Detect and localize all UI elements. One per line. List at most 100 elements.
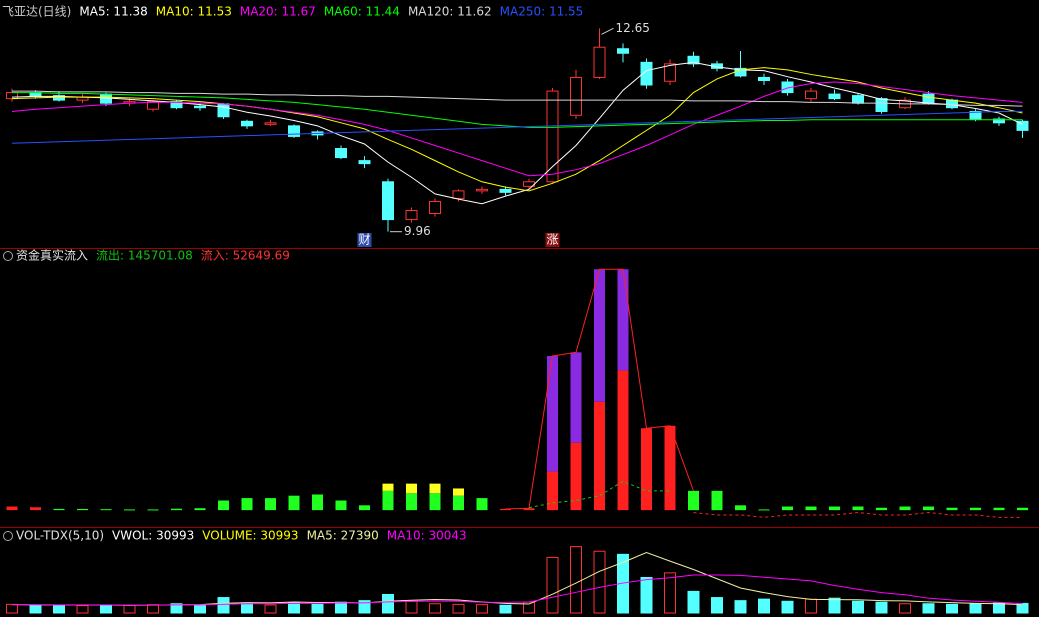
candle-body (687, 55, 700, 65)
volume-bar (875, 601, 888, 614)
legend-text: 流出: 145701.08 (96, 249, 193, 263)
flow-bar (782, 506, 793, 511)
volume-bar (147, 604, 159, 614)
legend-text: VWOL: 30993 (112, 529, 194, 543)
panel-icon (3, 531, 13, 541)
legend-text: VOL-TDX(5,10) (16, 529, 104, 543)
volume-bar (922, 603, 935, 614)
flow-bar (6, 506, 18, 511)
volume-bar (123, 604, 136, 614)
flow-bar (852, 506, 864, 511)
candle-body (452, 190, 465, 199)
candle-body (828, 93, 841, 100)
flow-bar (617, 269, 629, 371)
flow-bar (453, 488, 464, 496)
volume-bar (899, 603, 911, 614)
flow-bar (100, 509, 112, 511)
candle-body (852, 95, 864, 104)
candle-body (194, 105, 206, 109)
panel-icon (3, 251, 13, 261)
flow-bar (406, 493, 417, 511)
volume-ma-line (11, 574, 1023, 606)
candle-body (499, 188, 512, 193)
flow-bar (876, 507, 887, 511)
flow-bar (194, 508, 206, 511)
volume-bar (499, 604, 512, 614)
flow-bar (993, 507, 1005, 511)
flow-bar (570, 442, 582, 511)
flow-bar (594, 269, 605, 402)
volume-bar (476, 604, 488, 614)
volume-bar (452, 603, 465, 614)
flow-bar (312, 494, 323, 511)
flow-bar (147, 509, 159, 511)
volume-bar (570, 546, 582, 614)
flow-bar (1017, 507, 1028, 511)
volume-bar (358, 600, 371, 614)
candle-body (100, 93, 112, 104)
candle-body (170, 101, 183, 109)
volume-bar (53, 604, 65, 614)
flow-line (505, 268, 694, 510)
volume-bar (664, 572, 676, 614)
candle-body (53, 95, 65, 101)
flow-bar (547, 471, 558, 511)
candle-body (288, 125, 300, 137)
volume-bar (805, 598, 817, 614)
legend-text: MA5: 27390 (307, 529, 379, 543)
flow-bar (241, 498, 253, 511)
volume-bar (100, 604, 112, 614)
legend-text: MA10: 11.53 (156, 5, 232, 19)
volume-bar (311, 603, 324, 614)
legend-text: MA20: 11.67 (240, 5, 316, 19)
flow-bar (429, 493, 441, 511)
volume-bar (76, 605, 89, 614)
volume-bar (429, 603, 441, 614)
volume-bar (288, 602, 300, 614)
candle-body (335, 148, 347, 159)
flow-bar (335, 500, 347, 511)
candle-body (570, 76, 582, 116)
event-text: 涨 (546, 232, 558, 247)
flow-bar (946, 507, 958, 511)
flow-bar (970, 507, 981, 511)
volume-bar (711, 597, 723, 614)
volume-bar (29, 604, 42, 614)
annotation-line (601, 27, 614, 35)
legend-text: MA10: 30043 (387, 529, 467, 543)
flow-bar (570, 352, 582, 443)
legend-text: MA250: 11.55 (500, 5, 584, 19)
flow-line (693, 512, 1023, 518)
flow-bar (53, 508, 65, 511)
flow-bar (641, 428, 652, 511)
candle-body (758, 76, 770, 81)
volume-bar (781, 600, 794, 614)
annotation-text: 9.96 (404, 224, 431, 238)
flow-bar (476, 498, 488, 511)
ma-line (11, 81, 1023, 177)
flow-bar (265, 498, 276, 511)
flow-bar (124, 509, 135, 511)
volume-bar (593, 550, 606, 614)
flow-bar (218, 500, 229, 511)
volume-bar (993, 602, 1005, 614)
legend-text: MA5: 11.38 (79, 5, 147, 19)
flow-bar (500, 508, 511, 511)
flow-bar (594, 401, 605, 511)
candle-body (922, 93, 935, 104)
flow-bar (453, 495, 464, 511)
flow-bar (923, 506, 934, 511)
volume-bar (828, 597, 841, 614)
candle-body (147, 101, 159, 110)
ma-line (11, 67, 1023, 192)
flow-bar (617, 370, 629, 511)
volume-bar (734, 600, 747, 614)
flow-bar (382, 483, 394, 491)
candle-body (241, 120, 253, 127)
event-badge (357, 233, 372, 247)
volume-bar (546, 556, 559, 614)
volume-bar (241, 602, 253, 614)
volume-bar (758, 598, 770, 614)
volume-bar (687, 590, 700, 614)
